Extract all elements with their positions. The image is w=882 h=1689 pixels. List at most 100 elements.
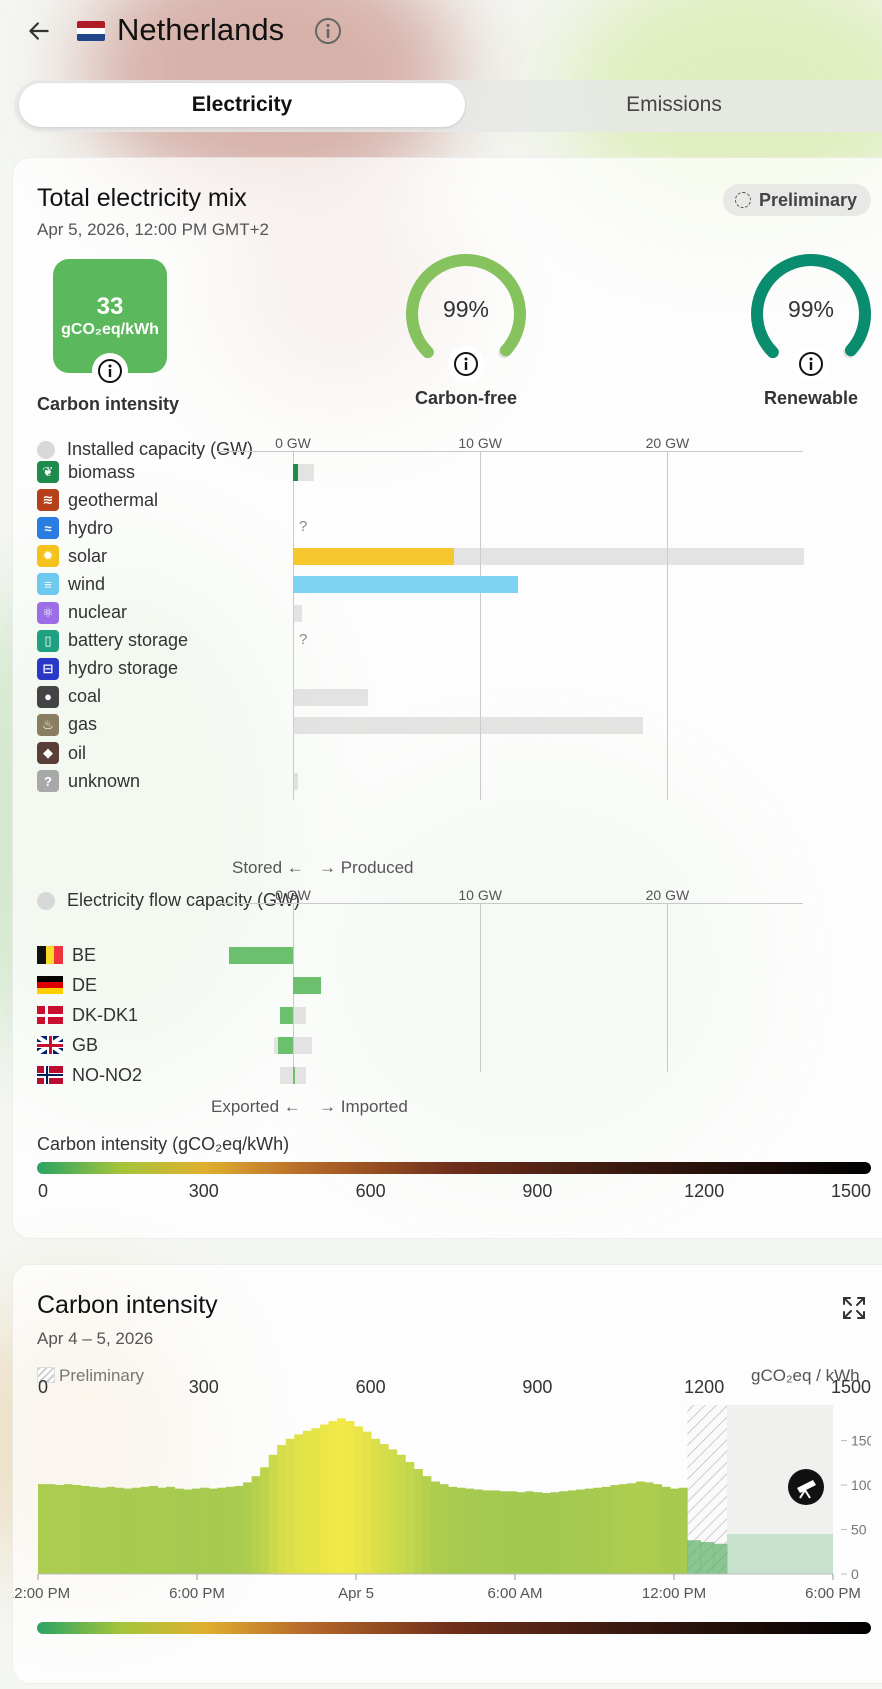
source-row-oil[interactable]: ◆ oil — [37, 740, 86, 766]
intensity-bar[interactable] — [55, 1485, 65, 1574]
source-row-hydro[interactable]: ≈ hydro — [37, 515, 113, 541]
intensity-bar[interactable] — [405, 1461, 415, 1574]
intensity-bar[interactable] — [499, 1491, 509, 1574]
intensity-bar[interactable] — [277, 1445, 287, 1574]
intensity-bar[interactable] — [166, 1486, 176, 1574]
intensity-bar[interactable] — [559, 1491, 569, 1574]
intensity-bar[interactable] — [618, 1484, 628, 1574]
installed-capacity-toggle[interactable]: Installed capacity (GW) — [37, 439, 253, 460]
source-row-hydro-storage[interactable]: ⊟ hydro storage — [37, 656, 178, 682]
flow-bar[interactable] — [229, 947, 293, 964]
intensity-bar[interactable] — [123, 1488, 133, 1574]
intensity-bar[interactable] — [319, 1424, 329, 1574]
intensity-bar[interactable] — [644, 1482, 654, 1574]
intensity-bar[interactable] — [200, 1487, 210, 1574]
intensity-bar[interactable] — [507, 1491, 517, 1574]
intensity-bar[interactable] — [72, 1485, 82, 1574]
intensity-bar[interactable] — [661, 1486, 671, 1574]
intensity-bar[interactable] — [294, 1434, 304, 1574]
intensity-bar[interactable] — [448, 1486, 457, 1574]
intensity-bar[interactable] — [243, 1482, 252, 1574]
intensity-bar[interactable] — [670, 1488, 680, 1574]
intensity-bar[interactable] — [601, 1486, 611, 1574]
source-row-battery-storage[interactable]: ▯ battery storage — [37, 628, 188, 654]
intensity-bar[interactable] — [311, 1428, 321, 1574]
intensity-bar[interactable] — [593, 1487, 603, 1574]
carbon-intensity-chart[interactable]: 0 50 100 150 12:00 PM 6:00 PM Apr 5 6:00 AM 12:0… — [13, 1395, 871, 1605]
info-icon[interactable] — [793, 346, 829, 382]
intensity-bar[interactable] — [285, 1438, 295, 1574]
intensity-bar[interactable] — [362, 1431, 372, 1574]
intensity-bar[interactable] — [97, 1487, 107, 1574]
exchange-row-GB[interactable]: GB — [37, 1032, 98, 1058]
info-icon[interactable] — [312, 15, 344, 47]
source-row-coal[interactable]: ● coal — [37, 684, 101, 710]
production-bar[interactable] — [293, 464, 298, 481]
intensity-bar[interactable] — [576, 1489, 586, 1575]
flow-capacity-toggle[interactable]: Electricity flow capacity (GW) — [37, 890, 300, 911]
source-row-wind[interactable]: ≡ wind — [37, 571, 105, 597]
tab-electricity[interactable]: Electricity — [19, 83, 465, 127]
info-icon[interactable] — [448, 346, 484, 382]
intensity-bar[interactable] — [627, 1483, 637, 1574]
intensity-bar[interactable] — [89, 1486, 99, 1574]
intensity-bar[interactable] — [225, 1486, 235, 1574]
intensity-bar[interactable] — [422, 1476, 432, 1574]
source-row-biomass[interactable]: ❦ biomass — [37, 459, 135, 485]
intensity-bar[interactable] — [516, 1492, 526, 1574]
intensity-bar[interactable] — [251, 1476, 261, 1574]
intensity-bar[interactable] — [260, 1467, 270, 1574]
intensity-bar[interactable] — [379, 1444, 389, 1574]
intensity-bar[interactable] — [413, 1469, 423, 1574]
preliminary-badge[interactable]: Preliminary — [723, 184, 872, 216]
intensity-bar[interactable] — [268, 1454, 278, 1574]
intensity-bar[interactable] — [439, 1484, 449, 1574]
intensity-bar[interactable] — [482, 1490, 492, 1574]
intensity-bar[interactable] — [63, 1484, 73, 1574]
intensity-bar[interactable] — [302, 1430, 312, 1574]
intensity-bar[interactable] — [567, 1490, 577, 1574]
intensity-bar[interactable] — [371, 1438, 381, 1574]
intensity-bar[interactable] — [490, 1490, 500, 1574]
intensity-bar[interactable] — [653, 1484, 663, 1574]
intensity-bar[interactable] — [208, 1488, 218, 1574]
flow-bar[interactable] — [293, 977, 322, 994]
intensity-bar[interactable] — [584, 1488, 594, 1574]
intensity-bar[interactable] — [345, 1421, 355, 1574]
intensity-bar[interactable] — [106, 1486, 116, 1574]
tab-emissions[interactable]: Emissions — [626, 93, 722, 116]
intensity-bar[interactable] — [610, 1485, 620, 1574]
intensity-bar[interactable] — [46, 1484, 56, 1574]
exchange-row-DE[interactable]: DE — [37, 972, 97, 998]
intensity-bar[interactable] — [174, 1488, 184, 1574]
intensity-bar[interactable] — [114, 1487, 124, 1574]
intensity-bar[interactable] — [524, 1491, 534, 1574]
source-row-geothermal[interactable]: ≋ geothermal — [37, 487, 158, 513]
intensity-bar[interactable] — [157, 1487, 167, 1574]
preliminary-bar[interactable] — [687, 1540, 701, 1574]
expand-icon[interactable] — [839, 1293, 869, 1323]
exchange-row-DK-DK1[interactable]: DK-DK1 — [37, 1002, 138, 1028]
intensity-bar[interactable] — [473, 1489, 483, 1575]
preliminary-bar[interactable] — [713, 1543, 728, 1574]
source-row-gas[interactable]: ♨ gas — [37, 712, 97, 738]
exchange-row-BE[interactable]: BE — [37, 942, 96, 968]
source-row-unknown[interactable]: ? unknown — [37, 768, 140, 794]
flow-bar[interactable] — [279, 1007, 293, 1024]
intensity-bar[interactable] — [38, 1484, 47, 1574]
intensity-bar[interactable] — [140, 1486, 150, 1574]
flow-bar[interactable] — [278, 1037, 293, 1054]
intensity-bar[interactable] — [678, 1487, 688, 1574]
intensity-bar[interactable] — [388, 1449, 398, 1574]
intensity-bar[interactable] — [336, 1418, 346, 1574]
intensity-bar[interactable] — [183, 1489, 193, 1575]
intensity-bar[interactable] — [550, 1492, 560, 1574]
intensity-bar[interactable] — [234, 1485, 244, 1574]
intensity-bar[interactable] — [396, 1454, 406, 1574]
intensity-bar[interactable] — [465, 1488, 475, 1574]
intensity-bar[interactable] — [456, 1487, 466, 1574]
intensity-bar[interactable] — [354, 1426, 364, 1574]
production-bar[interactable] — [293, 548, 454, 566]
back-arrow-icon[interactable] — [22, 14, 56, 48]
source-row-solar[interactable]: ✹ solar — [37, 543, 107, 569]
